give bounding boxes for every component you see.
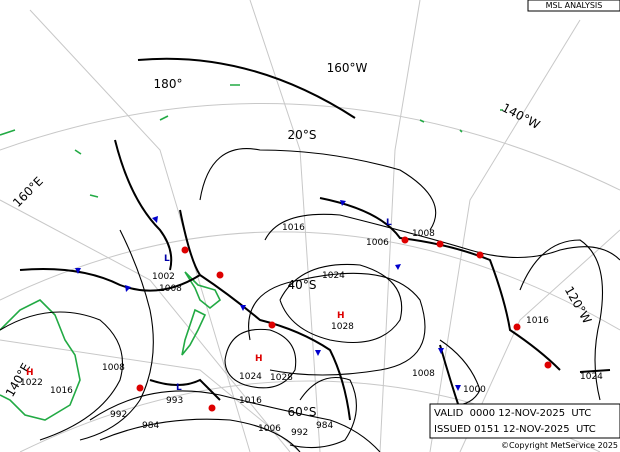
isobar-label: 1024 bbox=[322, 271, 345, 281]
isobar bbox=[0, 311, 124, 441]
warm-front-symbol bbox=[181, 246, 189, 254]
meridian bbox=[0, 199, 291, 452]
title-box bbox=[527, 0, 620, 12]
isobar bbox=[279, 263, 403, 343]
isobar bbox=[519, 239, 603, 401]
isobar-label: 1024 bbox=[239, 372, 262, 382]
isobar-label: 1022 bbox=[20, 378, 43, 388]
graticule-label: 20°S bbox=[288, 128, 317, 142]
isobar-label: 1008 bbox=[412, 369, 435, 379]
front-symbols bbox=[75, 200, 552, 412]
warm-front-symbol bbox=[136, 384, 144, 392]
cold-front-symbol bbox=[152, 216, 158, 223]
isobar-label: 1008 bbox=[159, 284, 182, 294]
isobar-label: 1002 bbox=[152, 272, 175, 282]
meridian bbox=[249, 0, 321, 452]
isobar-label: 992 bbox=[291, 428, 308, 438]
front bbox=[137, 57, 356, 119]
warm-front-symbol bbox=[208, 404, 216, 412]
cold-front-symbol bbox=[125, 285, 131, 292]
isobar-label: 1008 bbox=[102, 363, 125, 373]
high-center: H bbox=[255, 354, 263, 364]
warm-front-symbol bbox=[268, 321, 276, 329]
isobar-label: 992 bbox=[110, 410, 127, 420]
issued-time: ISSUED 0151 12-NOV-2025 UTC bbox=[434, 424, 596, 435]
warm-front-symbol bbox=[401, 236, 409, 244]
fronts bbox=[19, 57, 611, 421]
front bbox=[319, 197, 561, 371]
warm-front-symbol bbox=[476, 251, 484, 259]
isobar-label: 1006 bbox=[258, 424, 281, 434]
warm-front-symbol bbox=[513, 323, 521, 331]
isobar-label: 1016 bbox=[282, 223, 305, 233]
isobar-label: 1016 bbox=[50, 386, 73, 396]
low-center: L bbox=[386, 218, 392, 228]
isobar-labels: 1016 1006 1008 1024 1028 1002 1008 1016 … bbox=[20, 223, 603, 438]
warm-front-symbol bbox=[544, 361, 552, 369]
graticule-label: 40°S bbox=[288, 278, 317, 292]
isobar bbox=[89, 390, 381, 452]
meridian bbox=[0, 339, 301, 452]
cold-front-symbol bbox=[340, 200, 346, 206]
cold-front-symbol bbox=[395, 264, 401, 270]
isobar-label: 1024 bbox=[580, 372, 603, 382]
isobar-label: 984 bbox=[316, 421, 333, 431]
copyright: ©Copyright MetService 2025 bbox=[501, 441, 618, 450]
coastline bbox=[181, 271, 222, 356]
isobar-label: 1006 bbox=[366, 238, 389, 248]
front bbox=[19, 268, 221, 401]
info-box bbox=[429, 403, 620, 439]
meridian bbox=[29, 9, 251, 452]
isobar-label: 1028 bbox=[331, 322, 354, 332]
high-center: H bbox=[26, 368, 34, 378]
meridian bbox=[379, 0, 421, 452]
meridian bbox=[429, 19, 581, 452]
isobar bbox=[224, 328, 297, 389]
coastline bbox=[0, 129, 81, 421]
cold-front-symbol bbox=[455, 385, 461, 391]
parallel bbox=[0, 102, 620, 191]
graticule-label: 160°W bbox=[327, 61, 368, 75]
cold-front-symbol bbox=[240, 305, 246, 311]
front bbox=[114, 139, 173, 271]
isobar bbox=[289, 376, 357, 449]
isobars bbox=[0, 148, 620, 452]
isobar-label: 993 bbox=[166, 396, 183, 406]
isobar-label: 1000 bbox=[463, 385, 486, 395]
coastlines bbox=[0, 84, 503, 421]
graticule-label: 180° bbox=[154, 77, 183, 91]
coastline bbox=[74, 84, 503, 198]
warm-front-symbol bbox=[436, 240, 444, 248]
isobar bbox=[199, 148, 437, 231]
isobar bbox=[248, 272, 426, 376]
title: MSL ANALYSIS bbox=[546, 1, 603, 10]
isobar-label: 1008 bbox=[412, 229, 435, 239]
isobar-label: 1028 bbox=[270, 373, 293, 383]
isobar-label: 984 bbox=[142, 421, 159, 431]
front bbox=[179, 209, 351, 421]
high-center: H bbox=[337, 311, 345, 321]
cold-front-symbol bbox=[315, 350, 321, 356]
isobar-label: 1016 bbox=[526, 316, 549, 326]
warm-front-symbol bbox=[216, 271, 224, 279]
graticule-label: 60°S bbox=[288, 405, 317, 419]
isobar-label: 1016 bbox=[239, 396, 262, 406]
valid-time: VALID 0000 12-NOV-2025 UTC bbox=[434, 408, 591, 419]
cold-front-symbol bbox=[438, 348, 444, 354]
low-center: L bbox=[176, 383, 182, 393]
pressure-centers: H H H L L L bbox=[26, 218, 392, 393]
parallel bbox=[0, 231, 620, 331]
isobar bbox=[79, 229, 154, 441]
isobar bbox=[264, 213, 620, 261]
low-center: L bbox=[164, 254, 170, 264]
cold-front-symbol bbox=[75, 268, 81, 274]
isobar bbox=[99, 418, 301, 452]
